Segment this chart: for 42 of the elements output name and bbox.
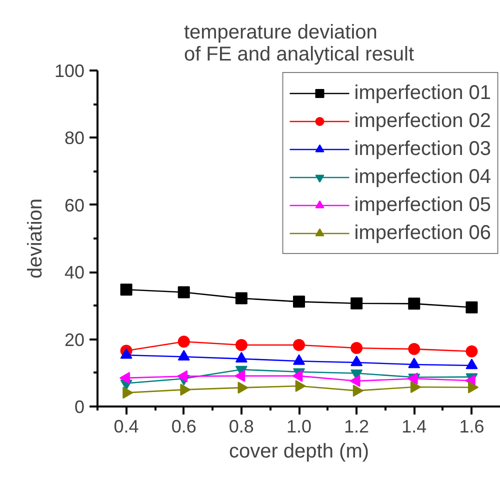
legend-label: imperfection 03 <box>354 136 491 162</box>
point <box>293 296 305 308</box>
x-tick-label: 0.8 <box>228 416 254 436</box>
x-tick-label: 0.4 <box>114 416 139 436</box>
point <box>350 342 363 354</box>
point <box>350 297 363 310</box>
point <box>120 284 132 296</box>
point <box>177 370 188 382</box>
x-axis-title: cover depth (m) <box>228 440 370 462</box>
legend-label: imperfection 02 <box>354 108 491 134</box>
x-tick-label: 1.2 <box>344 416 370 436</box>
point <box>466 345 478 358</box>
point <box>119 372 130 384</box>
chart-title: temperature deviation of FE and analytical result <box>184 22 414 66</box>
legend-label: imperfection 05 <box>354 192 491 218</box>
point <box>408 343 420 356</box>
point <box>293 339 305 351</box>
y-tick-label: 100 <box>54 61 85 81</box>
y-axis-title: deviation <box>24 198 46 279</box>
legend-label: imperfection 04 <box>354 164 491 190</box>
y-tick-label: 80 <box>64 128 85 148</box>
x-tick-label: 0.6 <box>171 416 196 436</box>
point <box>468 381 479 394</box>
x-tick-label: 1.6 <box>459 416 484 436</box>
point <box>352 384 364 397</box>
point <box>295 380 306 392</box>
legend-label: imperfection 01 <box>354 80 491 106</box>
y-tick-label: 20 <box>64 330 85 350</box>
y-tick-label: 60 <box>64 195 85 216</box>
point <box>408 298 420 310</box>
point <box>235 339 248 351</box>
point <box>466 301 478 314</box>
point <box>234 370 246 382</box>
legend-label: imperfection 06 <box>354 220 491 246</box>
y-tick-label: 40 <box>64 262 85 283</box>
point <box>178 336 190 348</box>
x-tick-label: 1.4 <box>402 416 427 436</box>
point <box>178 286 190 298</box>
x-tick-label: 1.0 <box>286 416 312 436</box>
point <box>410 381 421 394</box>
y-tick-label: 0 <box>74 397 85 417</box>
point <box>235 292 248 304</box>
